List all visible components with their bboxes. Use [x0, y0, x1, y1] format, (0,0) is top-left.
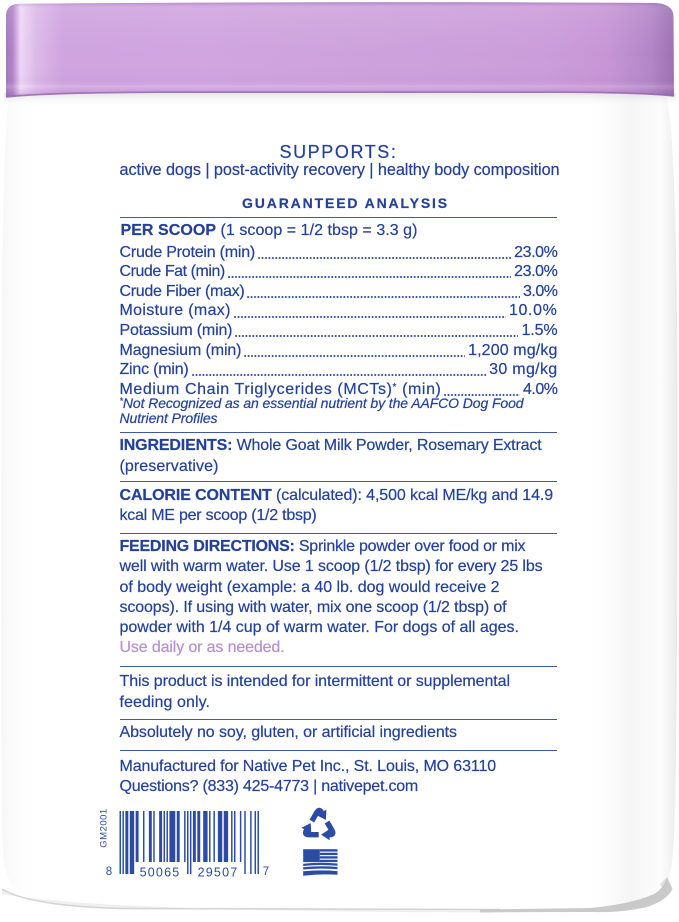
svg-text:50065: 50065 — [140, 866, 181, 880]
svg-text:7: 7 — [263, 866, 269, 878]
svg-text:8: 8 — [106, 866, 112, 878]
svg-text:GM2001: GM2001 — [99, 808, 110, 847]
svg-text:29507: 29507 — [198, 866, 239, 880]
